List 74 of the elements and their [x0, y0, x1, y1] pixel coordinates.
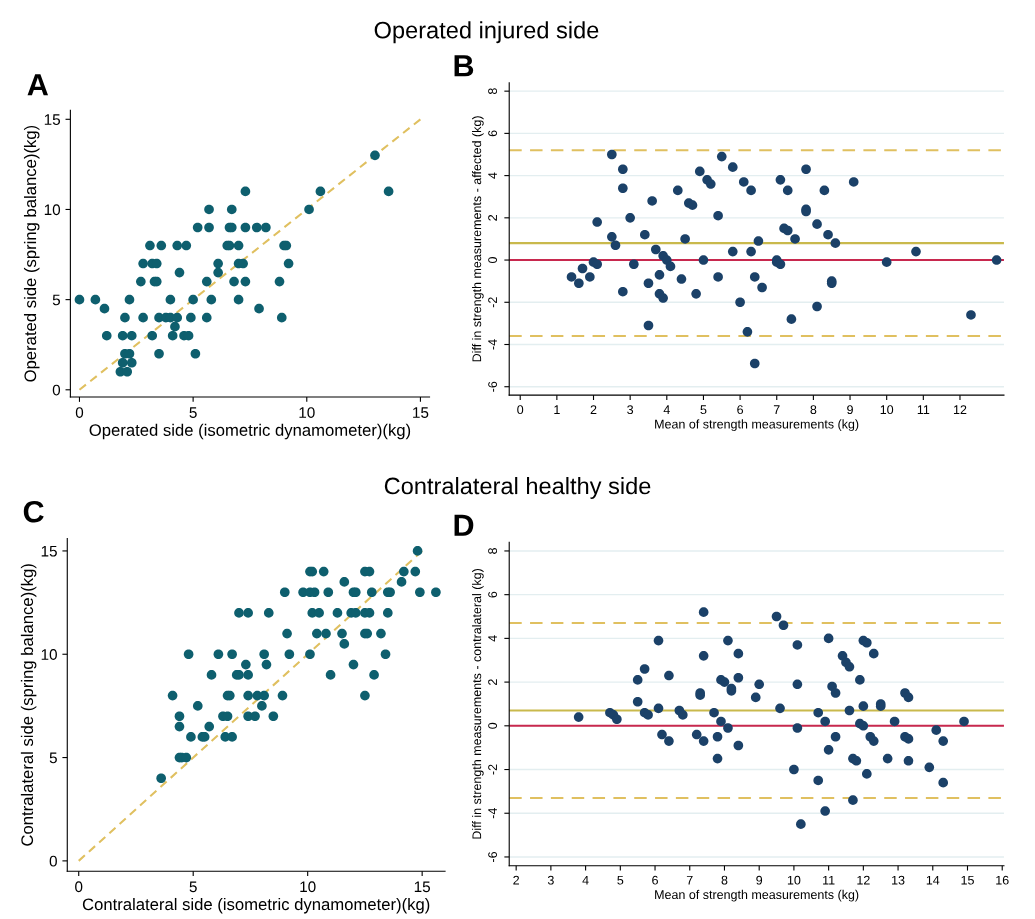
y-tick-label: 2 — [488, 679, 497, 685]
x-tick-label: 4 — [663, 405, 670, 414]
x-tick-label: 15 — [413, 407, 429, 418]
x-axis-title: Mean of strength measurements (kg) — [655, 889, 859, 902]
y-tick-label: 6 — [488, 591, 498, 598]
x-tick-label: 10 — [300, 881, 316, 893]
x-tick-label: 6 — [652, 875, 658, 885]
x-tick-label: 16 — [996, 875, 1009, 885]
y-tick-label: 4 — [488, 635, 497, 642]
x-tick-label: 9 — [847, 405, 853, 415]
x-tick-label: 10 — [299, 407, 315, 418]
x-tick-label: 10 — [787, 875, 801, 885]
y-tick-label: 8 — [488, 548, 498, 554]
x-tick-label: 6 — [737, 405, 744, 415]
x-tick-label: 13 — [892, 875, 905, 885]
text: Contralateral healthy side — [384, 476, 651, 499]
y-tick-label: 2 — [488, 214, 497, 221]
y-tick-label: 10 — [44, 204, 61, 216]
y-tick-label: 8 — [488, 88, 498, 95]
x-tick-label: 7 — [686, 875, 693, 885]
x-axis-title: Contralateral side (isometric dynamometer)(kg) — [82, 897, 430, 914]
y-tick-label: 0 — [488, 257, 498, 264]
x-axis-title: Mean of strength measurements (kg) — [655, 419, 859, 431]
y-tick-label: -2 — [488, 764, 497, 775]
x-tick-label: 11 — [917, 405, 930, 414]
x-tick-label: 12 — [857, 875, 870, 885]
x-tick-label: 11 — [823, 875, 835, 885]
x-tick-label: 5 — [189, 881, 197, 893]
x-tick-label: 8 — [810, 405, 817, 415]
y-axis-title: Diff in strength measurements - contralateral (kg) — [472, 569, 484, 839]
x-axis-title: Operated side (isometric dynamometer)(kg) — [89, 423, 411, 440]
text: A — [27, 74, 49, 96]
x-tick-label: 15 — [414, 881, 431, 893]
y-tick-label: 0 — [488, 722, 498, 729]
x-tick-label: 3 — [547, 875, 554, 885]
y-tick-label: 6 — [488, 130, 498, 137]
x-tick-label: 8 — [721, 875, 728, 885]
x-tick-label: 15 — [961, 875, 974, 885]
y-tick-label: -4 — [488, 808, 497, 819]
x-tick-label: 2 — [513, 875, 520, 885]
y-tick-label: 15 — [41, 545, 57, 557]
y-tick-label: -6 — [488, 851, 498, 862]
text: C — [23, 500, 44, 523]
y-axis-title: Contralateral side (spring balance)(kg) — [20, 564, 37, 846]
text: D — [454, 514, 474, 536]
x-tick-label: 12 — [953, 405, 967, 414]
y-tick-label: 0 — [49, 855, 57, 867]
x-tick-label: 5 — [700, 405, 707, 415]
x-tick-label: 5 — [189, 407, 197, 418]
y-tick-label: 4 — [488, 172, 497, 179]
x-tick-label: 0 — [75, 881, 83, 893]
y-tick-label: 15 — [44, 114, 61, 125]
x-tick-label: 10 — [880, 405, 894, 415]
x-tick-label: 7 — [773, 405, 780, 414]
y-tick-label: 0 — [52, 384, 61, 396]
x-tick-label: 4 — [582, 875, 589, 885]
y-tick-label: -6 — [488, 381, 498, 392]
y-tick-label: 5 — [49, 752, 57, 764]
y-tick-label: -2 — [488, 297, 497, 308]
x-tick-label: 3 — [627, 405, 634, 415]
x-tick-label: 2 — [590, 405, 597, 414]
y-axis-title: Operated side (spring balance)(kg) — [23, 125, 40, 382]
y-tick-label: -4 — [488, 339, 497, 350]
y-tick-label: 10 — [41, 649, 57, 660]
x-tick-label: 1 — [554, 405, 560, 414]
y-tick-label: 5 — [52, 294, 61, 306]
x-tick-label: 0 — [517, 405, 524, 415]
text: B — [454, 55, 474, 77]
x-tick-label: 0 — [75, 407, 84, 418]
y-axis-title: Diff in strength measurements - affected (kg) — [472, 116, 484, 362]
x-tick-label: 5 — [617, 875, 624, 885]
x-tick-label: 14 — [926, 875, 940, 885]
x-tick-label: 9 — [756, 875, 763, 885]
text: Operated injured side — [374, 21, 599, 44]
